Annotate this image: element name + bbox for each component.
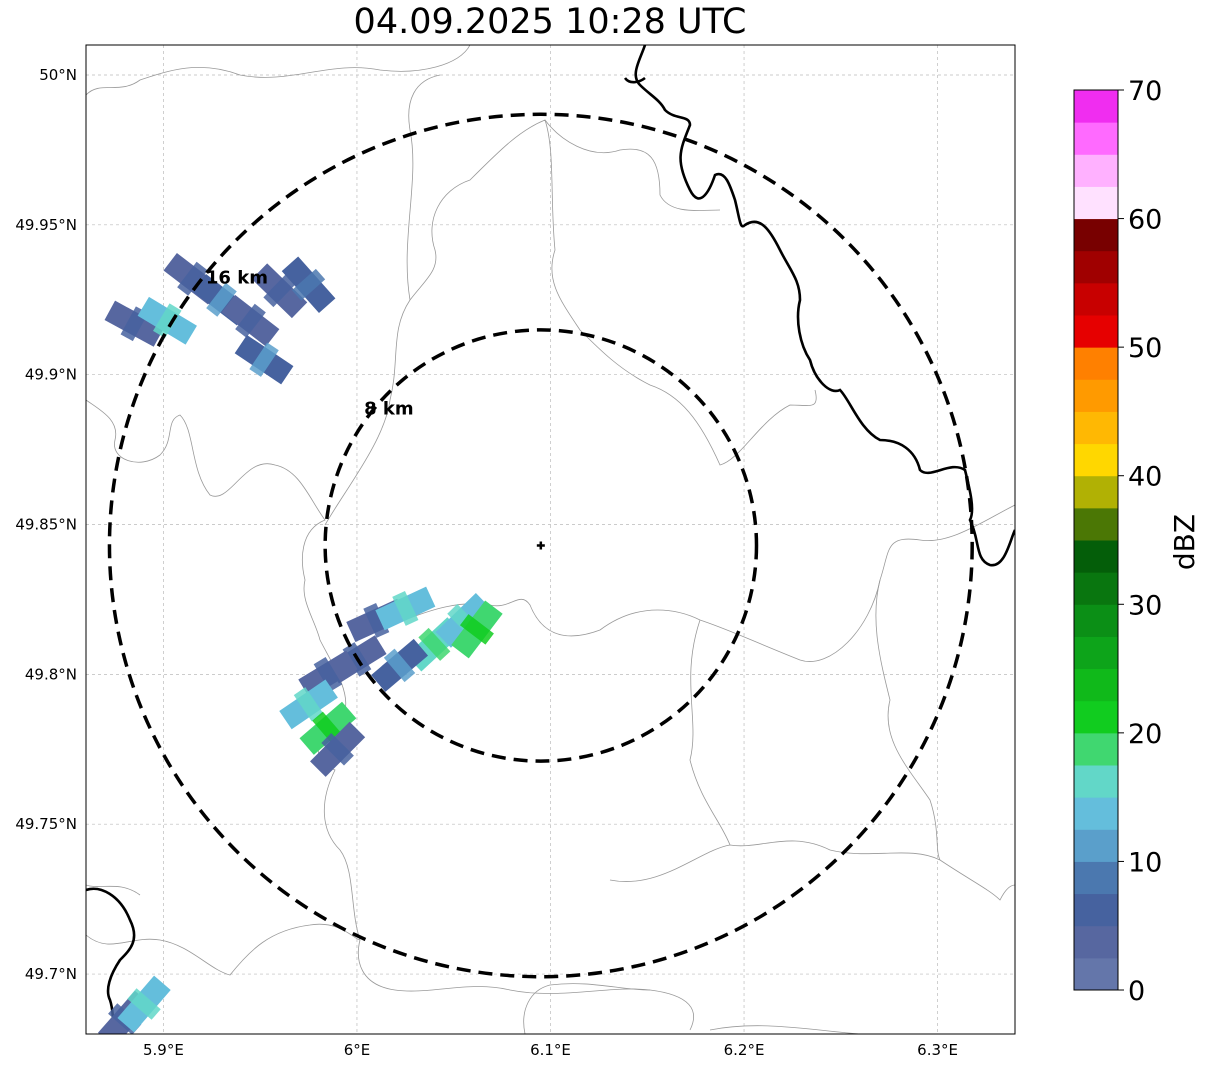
admin-border: [406, 74, 441, 301]
admin-border: [709, 1025, 861, 1034]
admin-border: [523, 983, 694, 1034]
colorbar-tick-label: 70: [1128, 76, 1162, 107]
admin-border: [86, 884, 141, 896]
echo-cell: [235, 303, 266, 338]
colorbar-segment: [1074, 957, 1118, 991]
colorbar-segment: [1074, 315, 1118, 348]
lat-tick-label: 50°N: [39, 66, 77, 84]
radar-echoes: [97, 253, 503, 1034]
radar-site-marker: [536, 541, 545, 550]
colorbar-segment: [1074, 250, 1118, 284]
admin-border: [609, 840, 1015, 901]
lat-tick-label: 49.75°N: [15, 815, 77, 833]
range-rings: 8 km 16 km: [107, 112, 974, 979]
colorbar-segment: [1074, 540, 1118, 573]
colorbar-segment: [1074, 379, 1118, 412]
colorbar-segment: [1074, 282, 1118, 316]
colorbar-segment: [1074, 668, 1118, 702]
colorbar-segment: [1074, 861, 1118, 895]
map-frame: [85, 44, 1016, 1035]
range-ring-label: 8 km: [364, 398, 414, 419]
colorbar-segment: [1074, 186, 1118, 220]
latitude-ticks: 50°N 49.95°N 49.9°N 49.85°N 49.8°N 49.75°N 49.…: [15, 66, 77, 983]
colorbar-segment: [1074, 604, 1118, 637]
colorbar-tick-label: 0: [1128, 976, 1145, 1007]
echo-cell: [206, 282, 237, 317]
colorbar-segment: [1074, 347, 1118, 380]
colorbar: 0 10 20 30 40 50 60 70 dBZ: [1073, 76, 1201, 1007]
lat-tick-label: 49.8°N: [25, 665, 77, 683]
longitude-ticks: 5.9°E 6°E 6.1°E 6.2°E 6.3°E: [143, 1041, 958, 1059]
colorbar-segment: [1074, 443, 1118, 477]
range-ring: [107, 112, 974, 979]
lat-tick-label: 49.9°N: [25, 366, 77, 384]
colorbar-tick-label: 50: [1128, 333, 1162, 364]
echo-cell: [321, 733, 354, 766]
graticule: [86, 45, 1015, 1034]
lon-tick-label: 6°E: [344, 1041, 371, 1059]
colorbar-segment: [1074, 829, 1118, 862]
echo-cell: [153, 303, 182, 339]
echo-cell: [127, 988, 161, 1020]
lon-tick-label: 5.9°E: [143, 1041, 184, 1059]
admin-border: [544, 119, 721, 211]
admin-border: [324, 119, 817, 526]
lat-tick-label: 49.7°N: [25, 965, 77, 983]
colorbar-segment: [1074, 765, 1118, 798]
echo-cell: [459, 614, 494, 645]
colorbar-segment: [1074, 507, 1118, 541]
lat-tick-label: 49.95°N: [15, 216, 77, 234]
colorbar-segment: [1074, 636, 1118, 670]
country-border: [634, 45, 1015, 567]
colorbar-segment: [1074, 154, 1118, 187]
colorbar-segment: [1074, 925, 1118, 959]
colorbar-segment: [1074, 411, 1118, 445]
map-title: 04.09.2025 10:28 UTC: [353, 2, 747, 42]
colorbar-segment: [1074, 218, 1118, 252]
echo-cell: [293, 687, 324, 722]
echo-cell: [383, 648, 416, 683]
lon-tick-label: 6.1°E: [530, 1041, 571, 1059]
lat-tick-label: 49.85°N: [15, 516, 77, 534]
echo-cell: [392, 590, 419, 626]
colorbar-tick-label: 60: [1128, 205, 1162, 236]
echo-cell: [177, 261, 208, 296]
colorbar-frame: [1073, 89, 1119, 991]
colorbar-segment: [1074, 90, 1118, 123]
colorbar-tick-label: 10: [1128, 847, 1162, 878]
range-ring: [323, 328, 759, 763]
lon-tick-label: 6.2°E: [724, 1041, 765, 1059]
echo-cell: [313, 657, 343, 692]
colorbar-tick-label: 40: [1128, 462, 1162, 493]
admin-border: [875, 579, 941, 861]
colorbar-segment: [1074, 475, 1118, 509]
colorbar-tick-label: 30: [1128, 590, 1162, 621]
range-ring-label: 16 km: [206, 267, 268, 288]
country-border: [623, 76, 646, 84]
echo-cell: [263, 274, 296, 308]
colorbar-segment: [1074, 893, 1118, 927]
echo-cell: [418, 627, 451, 661]
admin-border: [689, 619, 731, 846]
colorbar-segment: [1074, 122, 1118, 155]
admin-border: [404, 504, 1015, 662]
colorbar-segment: [1074, 797, 1118, 830]
colorbar-segment: [1074, 572, 1118, 605]
echo-cell: [363, 602, 390, 638]
echo-cell: [291, 268, 326, 301]
colorbar-segment: [1074, 732, 1118, 766]
colorbar-label: dBZ: [1168, 514, 1201, 570]
echo-cell: [249, 342, 279, 377]
colorbar-segment: [1074, 700, 1118, 734]
colorbar-tick-label: 20: [1128, 719, 1162, 750]
admin-border: [86, 399, 651, 994]
admin-border: [86, 45, 471, 96]
lon-tick-label: 6.3°E: [917, 1041, 958, 1059]
